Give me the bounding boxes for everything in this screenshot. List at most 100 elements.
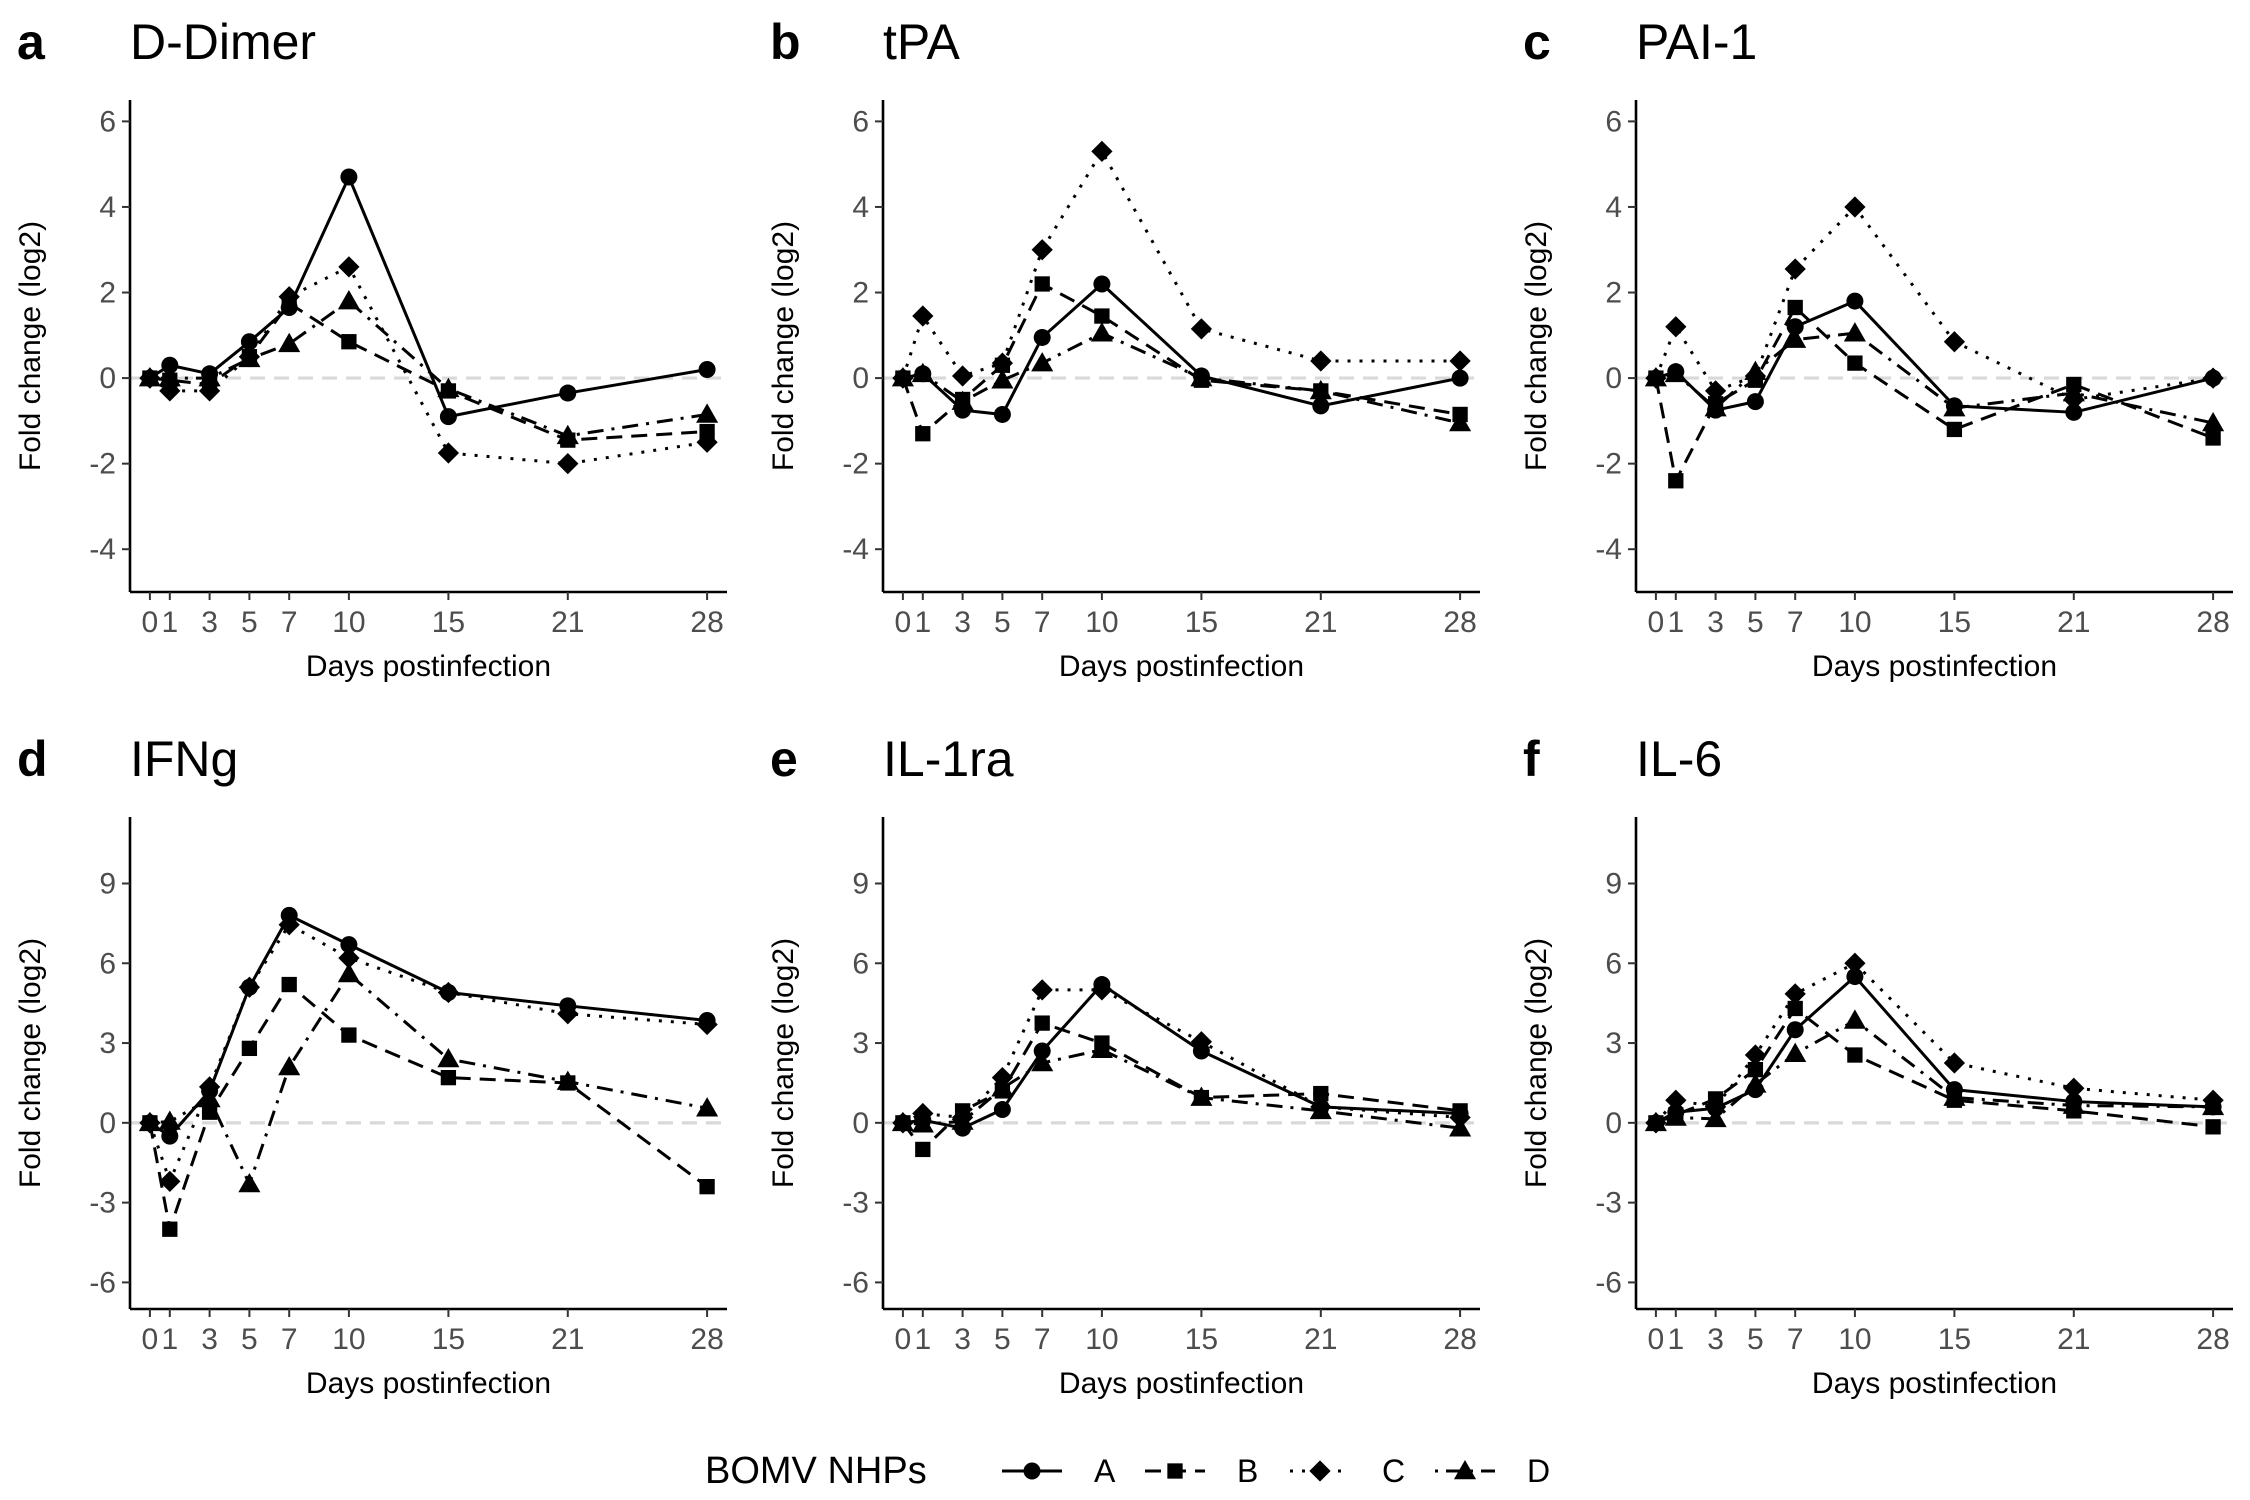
data-point-C	[1844, 952, 1866, 974]
x-tick-label: 10	[1085, 606, 1118, 639]
x-tick-label: 1	[1667, 606, 1684, 639]
data-point-B	[699, 423, 715, 440]
data-point-D	[1449, 1117, 1472, 1137]
y-axis-title: Fold change (log2)	[14, 221, 47, 471]
data-point-B	[241, 1040, 258, 1057]
series-line-C	[149, 265, 708, 466]
x-tick-label: 10	[332, 606, 365, 639]
data-point-D	[1784, 1042, 1807, 1062]
panel-letter: f	[1523, 731, 1540, 787]
data-point-D	[696, 1097, 719, 1117]
legend-key-marker	[1453, 1459, 1477, 1480]
data-point-B	[1946, 421, 1963, 438]
data-point-D	[158, 367, 181, 387]
series-line-D	[149, 972, 708, 1186]
series-line-A	[1655, 975, 2214, 1125]
data-point-B	[1034, 1015, 1050, 1031]
data-point-D	[556, 1070, 579, 1090]
series-line-A	[902, 983, 1461, 1130]
y-tick-label: -4	[842, 533, 869, 566]
data-point-B	[1747, 1061, 1764, 1078]
y-tick-label: 0	[1605, 1107, 1622, 1140]
series-C	[139, 914, 718, 1192]
data-point-A	[1786, 1021, 1804, 1039]
x-axis-title: Days postinfection	[1059, 1367, 1304, 1400]
data-point-B	[2205, 1119, 2221, 1135]
data-point-C	[159, 1170, 181, 1192]
data-point-D	[337, 290, 360, 310]
data-point-C	[557, 453, 579, 475]
data-point-D	[138, 367, 161, 387]
x-tick-label: 10	[1838, 606, 1871, 639]
x-tick-label: 3	[954, 606, 971, 639]
y-tick-label: -4	[1595, 533, 1622, 566]
panel-letter: a	[17, 14, 46, 70]
data-point-C	[338, 256, 360, 278]
y-tick-label: -3	[89, 1187, 116, 1220]
data-point-C	[1943, 331, 1966, 353]
y-tick-label: 3	[99, 1027, 116, 1060]
x-tick-label: 7	[281, 1323, 298, 1356]
x-tick-label: 5	[241, 606, 258, 639]
data-point-A	[1033, 1042, 1051, 1060]
x-tick-label: 28	[1443, 1323, 1476, 1356]
panel-letter: d	[17, 731, 48, 787]
y-tick-label: 0	[852, 362, 869, 395]
data-point-C	[1449, 350, 1471, 372]
y-axis-title: Fold change (log2)	[1520, 938, 1553, 1188]
x-tick-label: 1	[161, 606, 178, 639]
series-line-C	[1654, 205, 2214, 401]
data-point-B	[1787, 299, 1803, 316]
x-tick-label: 28	[690, 1323, 723, 1356]
data-point-A	[1846, 968, 1864, 986]
data-point-D	[1190, 1086, 1213, 1106]
data-point-D	[437, 377, 460, 398]
legend-label: B	[1237, 1453, 1258, 1489]
series-A	[141, 168, 716, 426]
data-point-D	[951, 390, 974, 410]
data-point-D	[1843, 322, 1866, 342]
y-tick-label: 2	[1605, 277, 1622, 310]
panel-title: tPA	[883, 14, 961, 70]
data-point-C	[991, 352, 1014, 374]
x-tick-label: 7	[1787, 1323, 1804, 1356]
data-point-B	[699, 1179, 715, 1195]
data-point-C	[437, 442, 460, 464]
y-tick-label: 3	[1605, 1027, 1622, 1060]
data-point-D	[278, 332, 301, 353]
x-tick-label: 5	[1747, 606, 1764, 639]
data-point-D	[437, 1047, 460, 1068]
x-tick-label: 5	[241, 1323, 258, 1356]
y-tick-label: 3	[852, 1027, 869, 1060]
y-tick-label: 6	[852, 947, 869, 980]
data-point-C	[1091, 979, 1113, 1001]
data-point-D	[911, 1113, 934, 1133]
data-point-D	[556, 424, 579, 445]
y-tick-label: 4	[99, 191, 116, 224]
legend-item-C: C	[1290, 1453, 1405, 1489]
x-axis-title: Days postinfection	[1059, 650, 1304, 683]
data-point-C	[1665, 316, 1687, 338]
data-point-D	[991, 369, 1014, 389]
x-tick-label: 21	[1304, 606, 1337, 639]
series-line-A	[1655, 299, 2214, 414]
data-point-D	[278, 1055, 301, 1076]
series-D	[1644, 322, 2225, 432]
data-point-D	[2062, 1094, 2085, 1114]
legend-key-marker	[1023, 1462, 1041, 1480]
data-point-D	[158, 1110, 181, 1130]
data-point-D	[951, 1110, 974, 1130]
data-point-A	[1312, 397, 1330, 415]
y-tick-label: 0	[99, 1107, 116, 1140]
panel-title: IL-6	[1636, 731, 1722, 787]
series-line-C	[148, 923, 708, 1183]
data-point-D	[1704, 396, 1727, 417]
y-tick-label: 4	[1605, 191, 1622, 224]
x-tick-label: 0	[1648, 1323, 1665, 1356]
panel-title: PAI-1	[1636, 14, 1757, 70]
data-point-C	[951, 365, 974, 387]
x-tick-label: 0	[895, 1323, 912, 1356]
x-tick-label: 0	[1648, 606, 1665, 639]
